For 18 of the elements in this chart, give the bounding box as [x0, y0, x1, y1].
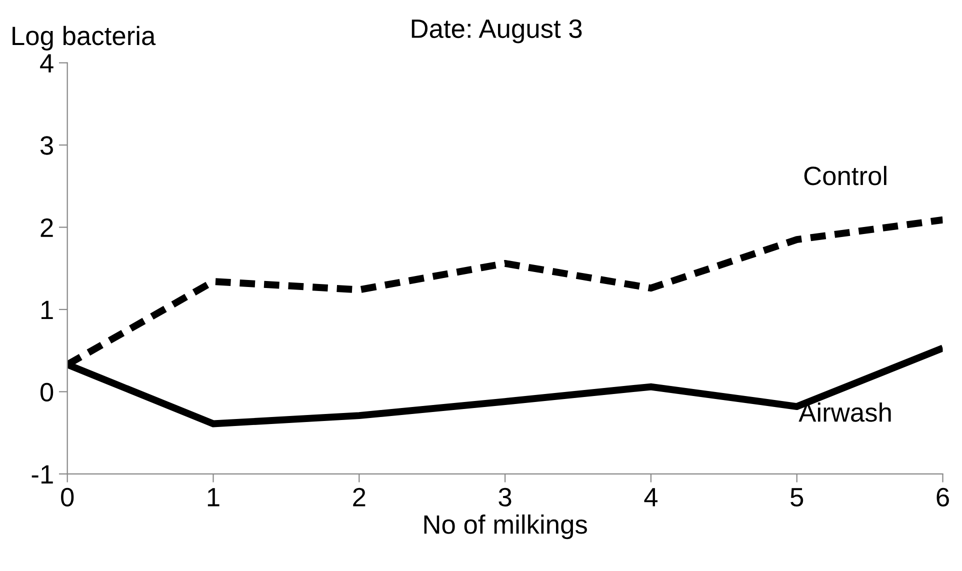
x-tick-label: 0 [61, 488, 74, 507]
series-label: Control [804, 166, 886, 186]
x-tick-label: 3 [498, 488, 512, 507]
y-tick-label: 1 [41, 300, 53, 320]
series-label: Airwash [798, 402, 891, 422]
x-tick-label: 1 [208, 488, 220, 506]
y-tick-label: 0 [40, 382, 54, 402]
x-tick-label: 6 [936, 488, 949, 507]
y-axis-title: Log bacteria [12, 26, 156, 50]
y-tick-label: 3 [40, 136, 53, 155]
y-tick-label: -1 [32, 465, 53, 484]
x-tick-label: 4 [644, 488, 658, 506]
x-axis-title: No of milkings [424, 514, 587, 540]
x-tick-label: 2 [353, 488, 366, 506]
x-tick-label: 5 [790, 488, 804, 507]
y-tick-label: 4 [40, 54, 54, 72]
y-tick-label: 2 [40, 218, 53, 237]
chart-title: Date: August 3 [412, 19, 582, 44]
